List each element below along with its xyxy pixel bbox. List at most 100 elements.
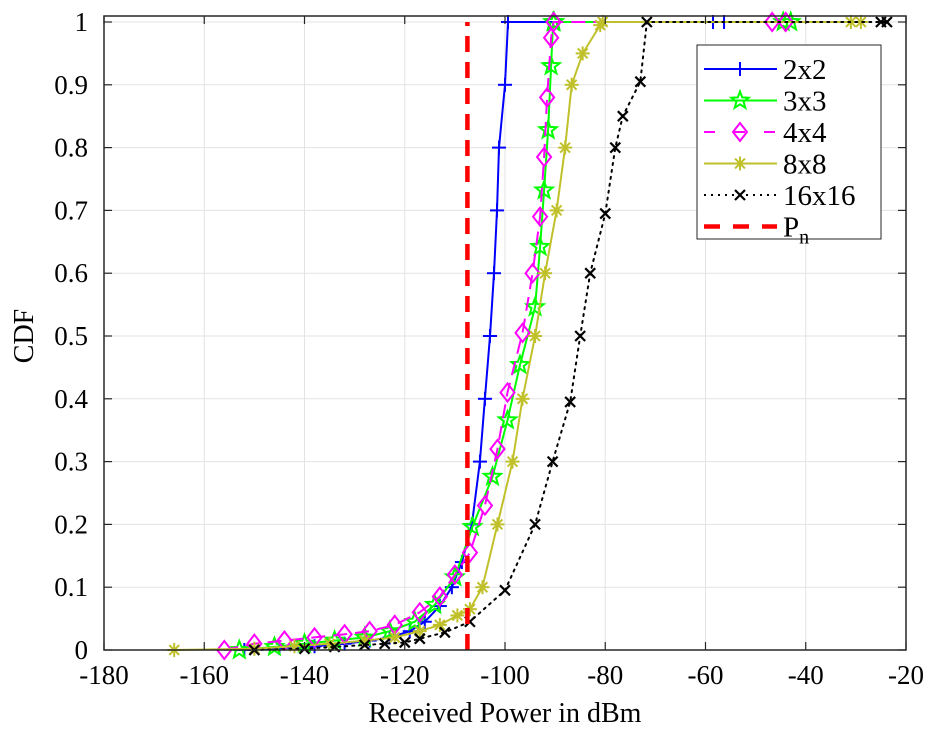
legend-label: 4x4 — [783, 117, 827, 149]
y-tick-label: 0.6 — [54, 258, 88, 288]
data-point-diamond — [461, 542, 479, 564]
data-point-asterisk — [515, 391, 530, 406]
data-point-x — [499, 584, 511, 597]
data-point-star — [523, 295, 547, 317]
data-point-x — [564, 396, 576, 408]
data-point-diamond — [763, 11, 781, 33]
x-axis-label: Received Power in dBm — [369, 698, 642, 729]
y-tick-label: 0.7 — [54, 195, 88, 225]
data-point-asterisk — [549, 203, 564, 218]
data-point-diamond — [731, 121, 749, 143]
data-point-x — [574, 330, 586, 342]
data-point-x — [439, 626, 451, 639]
x-tick-label: -20 — [888, 660, 924, 690]
data-point-x — [378, 637, 391, 650]
data-point-asterisk — [538, 266, 553, 281]
y-tick-label: 0 — [75, 635, 89, 665]
data-point-plus — [477, 391, 492, 406]
data-point-x — [546, 455, 559, 468]
data-point-plus — [491, 140, 506, 155]
y-tick-label: 0.4 — [54, 384, 88, 414]
legend-item: 4x4 — [704, 117, 827, 149]
data-point-diamond — [524, 262, 541, 284]
data-point-star — [496, 408, 519, 430]
data-point-diamond — [538, 86, 556, 108]
data-point-x — [599, 207, 612, 220]
data-point-asterisk — [733, 156, 747, 171]
data-point-plus — [486, 266, 501, 281]
legend-label: 16x16 — [783, 180, 856, 212]
data-point-asterisk — [412, 624, 427, 639]
legend-item: 16x16 — [704, 180, 856, 212]
y-tick-label: 0.1 — [54, 572, 88, 602]
data-point-asterisk — [387, 630, 402, 645]
y-tick-label: 0.9 — [54, 70, 88, 100]
data-point-star — [508, 353, 532, 375]
data-point-asterisk — [462, 602, 477, 617]
y-tick-label: 0.8 — [54, 133, 88, 163]
x-tick-label: -180 — [79, 660, 129, 690]
legend-item: 3x3 — [704, 86, 827, 118]
legend-item: 2x2 — [704, 54, 827, 86]
y-axis-label: CDF — [9, 309, 40, 363]
data-point-asterisk — [432, 617, 447, 632]
data-point-asterisk — [505, 454, 520, 469]
data-point-x — [634, 75, 647, 88]
legend-label: 2x2 — [783, 54, 827, 86]
legend-label: Pn — [783, 212, 809, 249]
data-point-diamond — [542, 27, 560, 49]
data-point-x — [529, 518, 541, 531]
data-point-x — [584, 267, 596, 279]
legend-box — [696, 44, 882, 240]
x-tick-label: -160 — [180, 660, 230, 690]
data-point-diamond — [535, 146, 553, 168]
legend-item: Pn — [704, 212, 809, 249]
data-point-star — [728, 88, 752, 111]
data-point-x — [609, 141, 622, 154]
data-point-asterisk — [528, 329, 543, 343]
data-point-star — [228, 638, 251, 660]
data-point-diamond — [777, 11, 794, 33]
legend-label: 3x3 — [783, 86, 827, 118]
series-16x16 — [248, 16, 893, 656]
data-point-plus — [733, 62, 747, 76]
y-tick-label: 1 — [75, 7, 89, 37]
data-point-asterisk — [287, 639, 302, 654]
data-point-diamond — [514, 322, 531, 344]
x-tick-label: -100 — [480, 660, 530, 690]
data-point-star — [528, 234, 552, 257]
data-point-star — [423, 592, 447, 615]
data-point-asterisk — [595, 15, 610, 29]
data-point-x — [358, 639, 371, 651]
data-point-plus — [489, 203, 504, 218]
data-point-plus — [482, 329, 497, 343]
y-tick-labels: 0 0.1 0.2 0.3 0.4 0.5 0.6 0.7 0.8 0.9 1 — [54, 7, 88, 665]
data-point-plus — [498, 77, 512, 92]
data-point-star — [481, 464, 504, 487]
series-line — [253, 21, 888, 651]
y-tick-label: 0.3 — [54, 447, 88, 477]
x-tick-labels: -180 -160 -140 -120 -100 -80 -60 -40 -20 — [79, 660, 924, 690]
x-tick-label: -80 — [587, 660, 623, 690]
axis-ticks — [103, 16, 907, 651]
data-point-x — [881, 16, 893, 28]
x-tick-label: -140 — [280, 660, 330, 690]
x-tick-label: -40 — [788, 660, 824, 690]
data-point-asterisk — [450, 608, 465, 623]
data-point-star — [539, 54, 563, 76]
data-point-diamond — [531, 206, 549, 228]
data-point-plus — [472, 454, 487, 469]
data-point-star — [532, 178, 556, 200]
data-point-asterisk — [490, 517, 505, 532]
x-tick-label: -60 — [688, 660, 724, 690]
data-point-plus — [501, 15, 516, 29]
x-tick-label: -120 — [380, 660, 430, 690]
data-point-diamond — [476, 494, 494, 517]
series-layer — [167, 10, 893, 661]
data-point-asterisk — [558, 140, 573, 155]
data-point-star — [536, 118, 560, 140]
data-point-x — [734, 189, 746, 201]
data-point-x — [414, 632, 426, 645]
